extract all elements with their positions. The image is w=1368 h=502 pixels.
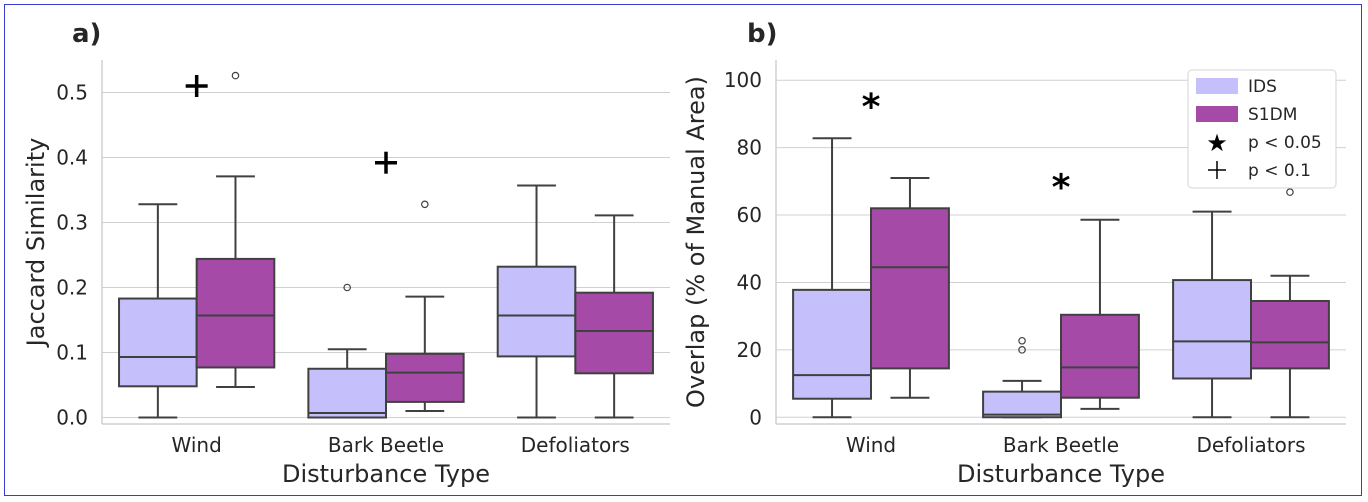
significance-plus-marker <box>185 75 208 97</box>
legend-box <box>1187 69 1337 189</box>
y-tick-label: 100 <box>724 68 762 92</box>
box-iqr <box>982 390 1062 419</box>
y-tick-label: 40 <box>737 270 762 294</box>
y-tick-label: 0.1 <box>56 341 88 365</box>
box-ids-wind <box>792 137 872 419</box>
x-tick-label: Wind <box>172 433 222 457</box>
box-iqr <box>496 265 577 358</box>
legend-star-icon: ★ <box>1206 129 1228 157</box>
outlier-point <box>343 283 351 292</box>
x-axis-label: Disturbance Type <box>282 460 490 488</box>
legend-label: p < 0.05 <box>1248 133 1322 153</box>
box-ids-defoliators <box>1172 210 1252 419</box>
box-s1dm-wind <box>870 176 950 399</box>
box-ids-bark-beetle <box>307 283 387 419</box>
significance-plus-marker <box>375 151 397 174</box>
y-axis-label: Jaccard Similarity <box>22 138 50 349</box>
box-s1dm-defoliators <box>1250 188 1330 419</box>
figure-frame <box>4 4 1362 496</box>
x-tick-label: Wind <box>846 433 896 457</box>
legend: IDS S1DM ★ p < 0.05 p < 0.1 <box>1187 69 1337 189</box>
x-axis-label: Disturbance Type <box>957 460 1165 488</box>
box-iqr <box>307 367 387 419</box>
outlier-point <box>1018 346 1026 354</box>
box-s1dm-wind <box>195 71 276 388</box>
box-iqr <box>1060 313 1140 399</box>
box-s1dm-defoliators <box>574 214 654 419</box>
legend-label: IDS <box>1248 77 1277 97</box>
box-s1dm-bark-beetle <box>1060 218 1140 410</box>
panel-label: b) <box>747 19 778 49</box>
panel-label: a) <box>72 19 101 49</box>
significance-star-marker: * <box>862 87 881 128</box>
box-iqr <box>1172 279 1252 380</box>
y-tick-label: 0.0 <box>56 406 88 430</box>
box-iqr <box>195 257 276 369</box>
box-iqr <box>385 352 465 403</box>
legend-swatch-ids <box>1196 78 1238 94</box>
box-iqr <box>574 291 654 375</box>
y-tick-label: 0.3 <box>56 211 88 235</box>
box-ids-wind <box>118 203 198 419</box>
y-tick-label: 80 <box>737 136 762 160</box>
legend-label: p < 0.1 <box>1248 161 1311 181</box>
panel-b: 0 20 40 60 80 100 Wind Bark Beetle Defoliators Di… <box>682 19 1346 488</box>
outlier-point <box>421 200 429 209</box>
box-iqr <box>792 288 872 400</box>
legend-label: S1DM <box>1248 105 1297 125</box>
x-tick-label: Bark Beetle <box>328 433 444 457</box>
outlier-point <box>231 71 240 80</box>
box-ids-bark-beetle <box>982 336 1062 419</box>
panel-a: 0.0 0.1 0.2 0.3 0.4 0.5 Wind Bark Beetle Defolia… <box>22 19 670 488</box>
x-tick-label: Defoliators <box>521 433 630 457</box>
box-ids-defoliators <box>496 184 577 419</box>
box-iqr <box>118 297 198 388</box>
y-tick-label: 20 <box>737 338 762 362</box>
outlier-point <box>1286 188 1294 196</box>
legend-plus-icon <box>1208 161 1226 179</box>
box-iqr <box>1250 299 1330 370</box>
y-axis-label: Overlap (% of Manual Area) <box>682 76 710 408</box>
y-tick-label: 0 <box>749 405 762 429</box>
x-tick-label: Bark Beetle <box>1003 433 1119 457</box>
y-tick-label: 0.4 <box>56 146 88 170</box>
y-tick-label: 0.2 <box>56 276 88 300</box>
outlier-point <box>1018 336 1026 345</box>
y-tick-label: 0.5 <box>56 81 88 105</box>
box-iqr <box>870 207 950 370</box>
legend-swatch-s1dm <box>1196 106 1238 122</box>
y-tick-label: 60 <box>737 203 762 227</box>
x-tick-label: Defoliators <box>1196 433 1305 457</box>
significance-star-marker: * <box>1052 168 1071 209</box>
box-s1dm-bark-beetle <box>385 200 465 412</box>
